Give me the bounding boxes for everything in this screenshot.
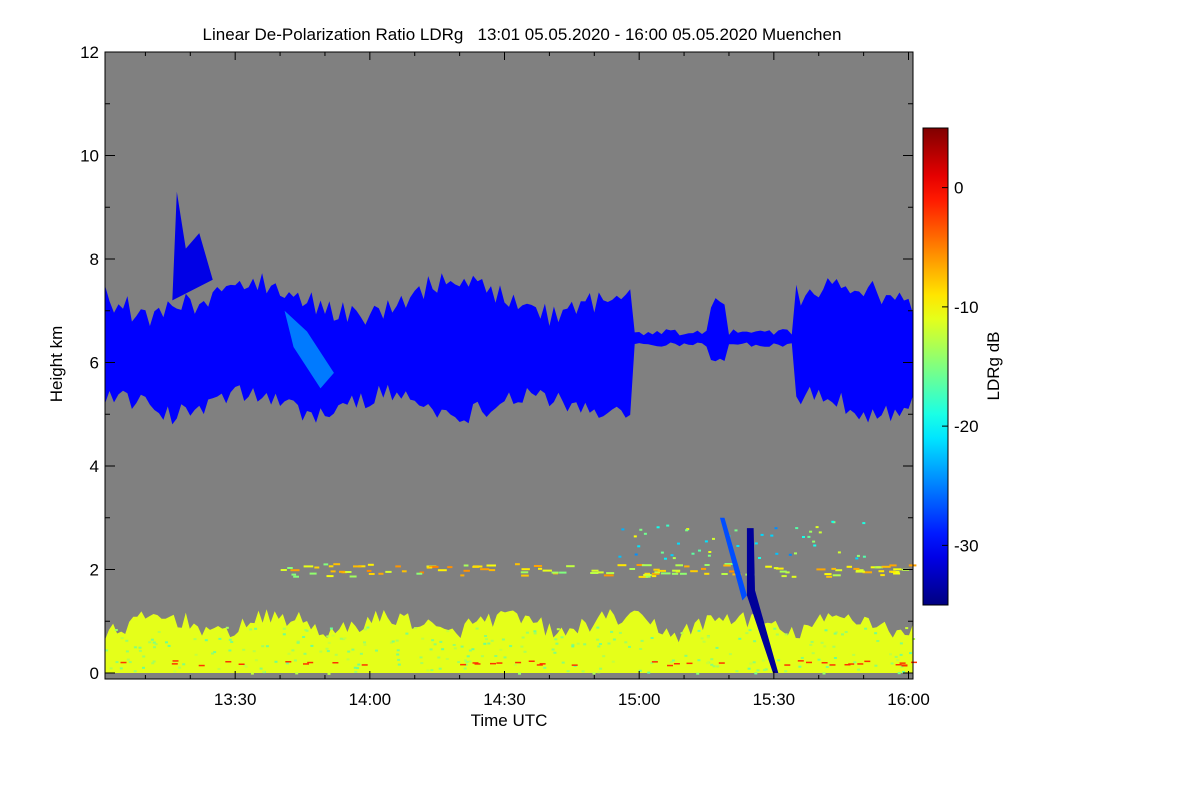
boundary-layer [105,609,913,673]
fall-streak-secondary [719,517,747,601]
boundary-layer-speckle [105,626,916,675]
boundary-layer-red-streaks [120,660,917,667]
x-axis-label: Time UTC [471,711,548,730]
colorbar [922,127,949,606]
colorbar-tick-label: -20 [954,417,979,436]
colorbar-tick-label: 0 [954,179,963,198]
plot-frame [104,51,914,680]
colorbar-tick-label: -10 [954,298,979,317]
cirrus-inner-streak [284,310,334,389]
fall-streak [746,528,779,673]
cirrus-plume [172,191,213,301]
y-tick-label: 2 [90,561,99,580]
x-tick-label: 14:30 [483,690,526,709]
y-axis-label: Height km [47,326,66,403]
cirrus-layer [105,273,913,425]
y-tick-label: 4 [90,457,99,476]
colorbar-label: LDRg dB [984,332,1003,401]
layer-2km [280,520,917,578]
y-tick-label: 12 [80,43,99,62]
x-tick-label: 16:00 [887,690,930,709]
x-tick-label: 15:30 [753,690,796,709]
y-tick-label: 0 [90,664,99,683]
colorbar-tick-label: -30 [954,536,979,555]
x-tick-label: 13:30 [214,690,257,709]
y-tick-label: 10 [80,147,99,166]
x-tick-label: 14:00 [349,690,392,709]
y-tick-label: 6 [90,354,99,373]
y-tick-label: 8 [90,250,99,269]
chart-title: Linear De-Polarization Ratio LDRg 13:01 … [203,25,842,44]
x-tick-label: 15:00 [618,690,661,709]
